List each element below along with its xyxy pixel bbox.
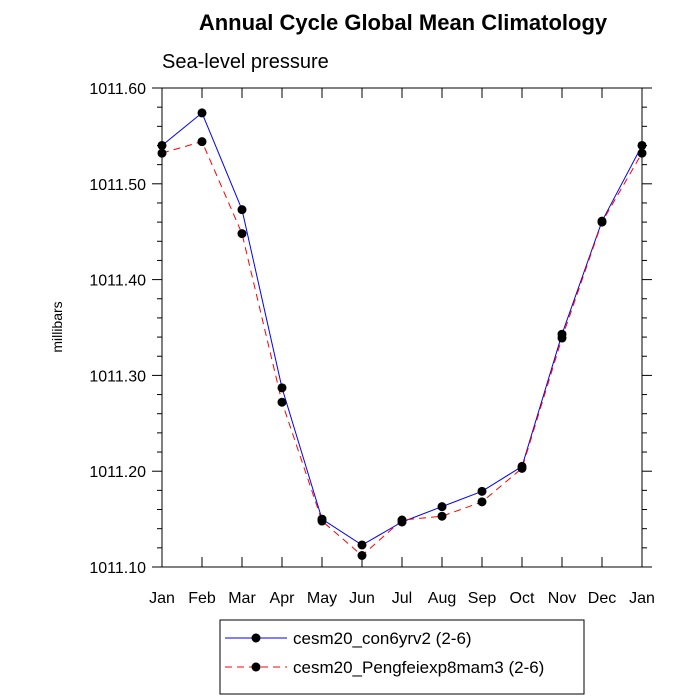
data-point-series-2 (557, 333, 567, 343)
data-point-series-1 (237, 205, 247, 215)
y-tick-label: 1011.40 (89, 273, 146, 290)
y-tick-label: 1011.50 (89, 177, 146, 194)
x-tick-label: Nov (548, 590, 576, 607)
data-point-series-2 (477, 497, 487, 507)
x-tick-label: Apr (270, 590, 296, 607)
data-point-series-1 (277, 383, 287, 393)
data-point-series-1 (197, 108, 207, 118)
legend-label-series-1: cesm20_con6yrv2 (2-6) (293, 629, 472, 648)
x-tick-label: Jul (392, 590, 412, 607)
legend-label-series-2: cesm20_Pengfeiexp8mam3 (2-6) (293, 658, 544, 677)
data-point-series-1 (437, 502, 447, 512)
legend-marker-series-1 (251, 633, 261, 643)
x-tick-label: Dec (588, 590, 616, 607)
x-tick-label: Mar (228, 590, 256, 607)
chart-subtitle: Sea-level pressure (162, 51, 329, 73)
data-point-series-1 (157, 140, 167, 150)
chart-title: Annual Cycle Global Mean Climatology (199, 10, 608, 35)
axis-ticks: Jan Feb Mar Apr May Jun Jul Aug Sep Oct Nov Dec Jan1… (89, 81, 655, 607)
data-point-series-2 (357, 551, 367, 561)
y-tick-label: 1011.10 (89, 560, 146, 577)
data-point-series-2 (277, 397, 287, 407)
data-point-series-2 (317, 516, 327, 526)
x-tick-label: Oct (510, 590, 535, 607)
data-point-series-2 (397, 515, 407, 525)
x-tick-label: May (307, 590, 337, 607)
series-line-1 (161, 112, 643, 546)
data-point-series-2 (517, 463, 527, 473)
data-point-series-2 (637, 148, 647, 158)
legend-box (219, 619, 585, 695)
series-line-2 (161, 140, 643, 557)
x-tick-label: Jan (629, 590, 655, 607)
legend-marker-series-2 (251, 662, 261, 672)
x-tick-label: Jun (349, 590, 375, 607)
x-tick-label: Aug (428, 590, 456, 607)
data-point-series-1 (357, 540, 367, 550)
data-point-series-1 (637, 140, 647, 150)
y-tick-label: 1011.30 (89, 368, 146, 385)
data-point-series-2 (197, 137, 207, 147)
data-point-series-2 (437, 511, 447, 521)
data-point-series-2 (157, 148, 167, 158)
series-layer (157, 108, 647, 561)
data-point-series-1 (477, 486, 487, 496)
y-axis-label: millibars (49, 301, 65, 352)
legend: cesm20_con6yrv2 (2-6) cesm20_Pengfeiexp8… (219, 619, 585, 695)
data-point-series-2 (237, 229, 247, 239)
x-tick-label: Feb (188, 590, 216, 607)
data-point-series-2 (597, 217, 607, 227)
y-tick-label: 1011.60 (89, 81, 146, 98)
x-tick-label: Sep (468, 590, 497, 607)
y-tick-label: 1011.20 (89, 464, 146, 481)
x-tick-label: Jan (149, 590, 175, 607)
plot-frame (161, 87, 643, 568)
